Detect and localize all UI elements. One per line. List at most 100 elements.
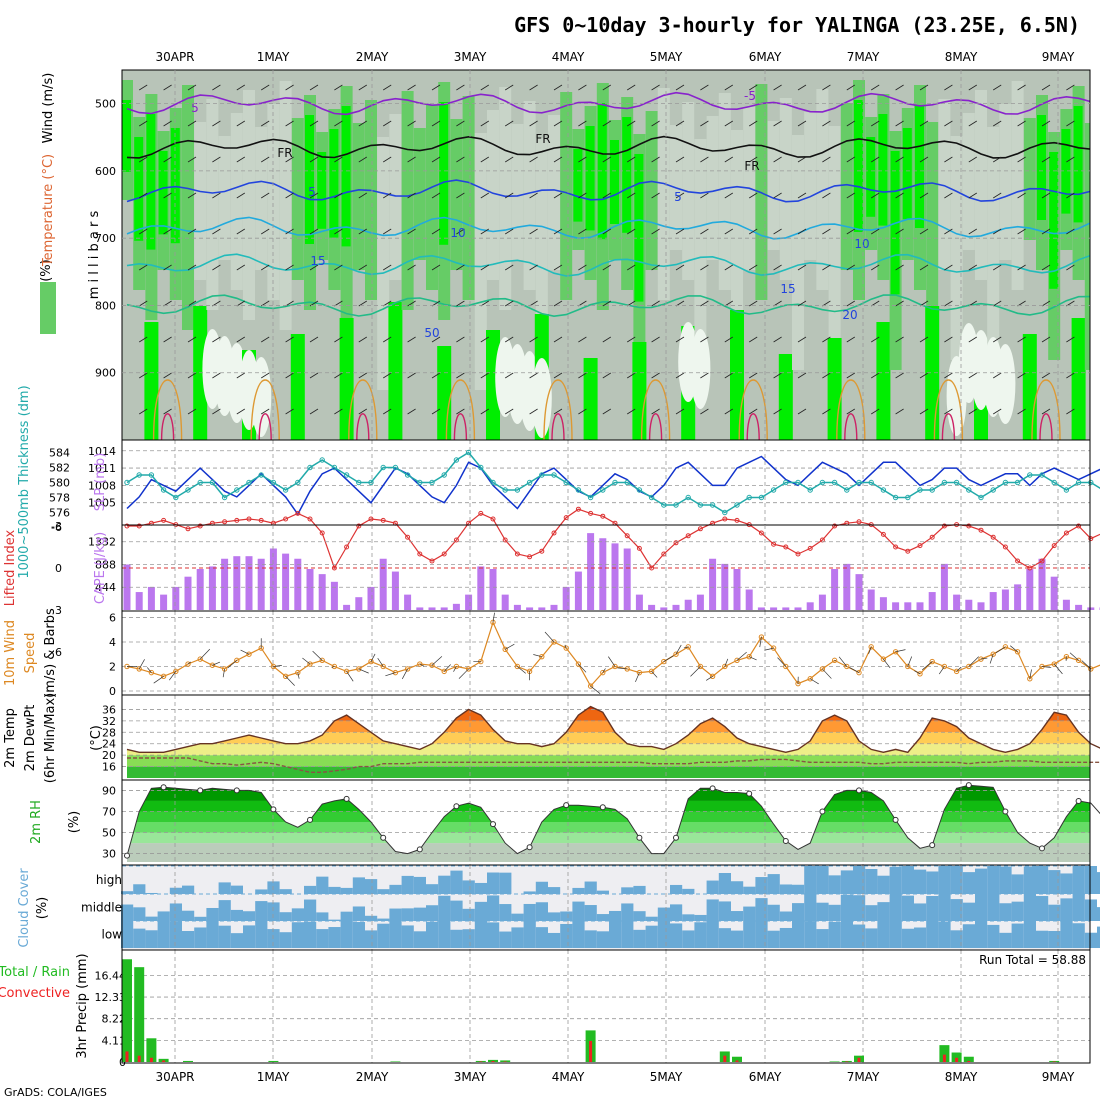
wind-barb	[480, 408, 490, 415]
wind-speed-point	[404, 666, 411, 672]
wind-barb	[992, 300, 1002, 307]
cape-bar	[648, 604, 656, 610]
cloud-cell	[462, 908, 475, 921]
wind-barb	[504, 192, 514, 199]
wind-barb	[675, 644, 682, 655]
cloud-cell	[474, 882, 487, 894]
warm-contour	[738, 379, 768, 440]
cloud-cell	[474, 901, 487, 921]
rh-cell-low	[339, 318, 354, 440]
wind-speed-line	[126, 620, 1100, 688]
wind-barb	[919, 228, 929, 235]
rh-fill	[127, 785, 1090, 862]
warm-contour	[1031, 379, 1061, 440]
rh-cell	[523, 101, 536, 290]
panel-axis-label: Cloud Cover	[17, 868, 32, 948]
temp-band	[127, 720, 1090, 733]
cape-bar	[611, 543, 619, 610]
cape-bar	[916, 602, 924, 610]
panel-axis-label: 2m Temp	[3, 708, 18, 768]
tick-label: 3	[55, 604, 62, 617]
wind-barb	[706, 675, 713, 681]
lifted-index-point	[893, 544, 899, 550]
wind-barb	[309, 84, 319, 91]
wind-speed-point	[136, 666, 142, 672]
wind-barb	[1091, 85, 1099, 90]
cloud-cell	[401, 925, 414, 948]
cloud-cell	[1060, 921, 1073, 948]
lifted-index-point	[1063, 530, 1069, 536]
wind-speed-point	[1027, 676, 1033, 682]
tick-label: 0	[109, 685, 116, 698]
wind-barb	[651, 300, 660, 307]
wind-barb	[222, 668, 225, 678]
wind-barb	[1066, 336, 1075, 343]
thickness-point	[783, 479, 789, 486]
cloud-cell	[1048, 870, 1061, 894]
wind-barb	[431, 84, 441, 91]
cloud-cell	[535, 902, 548, 921]
thickness-point	[392, 464, 399, 471]
tick-label: 1011	[88, 462, 116, 475]
wind-barb	[273, 665, 282, 667]
thickness-point	[880, 487, 887, 493]
rh-cell	[950, 136, 963, 360]
thickness-point	[429, 479, 435, 486]
lifted-index-point	[453, 537, 459, 543]
date-label-bottom: 30APR	[155, 1070, 194, 1084]
wind-barb	[700, 264, 709, 271]
wind-barb	[236, 156, 246, 163]
lifted-index-point	[1088, 536, 1094, 542]
cloud-cell	[511, 927, 524, 948]
wind-barb	[1041, 300, 1051, 307]
wind-barb	[334, 156, 343, 163]
precip-convective-bar	[479, 1061, 483, 1062]
cloud-cell	[1072, 923, 1085, 948]
wind-barb	[651, 264, 660, 271]
precip-convective-label: Convective	[0, 986, 70, 1001]
thickness-point	[587, 494, 594, 501]
wind-barb	[480, 264, 490, 271]
wind-barb	[724, 264, 734, 271]
wind-barb	[822, 264, 831, 271]
rh-cell	[511, 124, 524, 260]
lifted-index-point	[697, 526, 703, 532]
wind-barb	[968, 84, 978, 91]
cloud-cell	[657, 907, 670, 921]
rh-point	[1002, 808, 1009, 815]
wind-barb	[504, 84, 514, 91]
wind-speed-point	[380, 663, 386, 670]
wind-barb	[602, 264, 612, 271]
cloud-cell	[840, 921, 853, 948]
wind-barb	[944, 264, 953, 271]
wind-barb	[968, 336, 978, 343]
rh-point	[673, 834, 679, 841]
warm-contour	[640, 379, 671, 440]
chart-title: GFS 0~10day 3-hourly for YALINGA (23.25E…	[514, 13, 1080, 37]
cloud-cell	[328, 919, 341, 921]
temp-band	[127, 766, 1090, 778]
wind-speed-point	[319, 657, 325, 664]
wind-barb	[138, 156, 148, 163]
wind-barb	[505, 643, 515, 650]
wind-speed-point	[868, 644, 874, 650]
cloud-cell	[633, 885, 646, 894]
cloud-cell	[962, 872, 975, 894]
cloud-cell	[255, 921, 268, 948]
wind-barb	[1041, 666, 1052, 668]
lifted-index-point	[795, 551, 801, 557]
cape-bar	[282, 553, 290, 610]
warm-contour	[250, 379, 280, 440]
wind-barb	[919, 120, 929, 127]
rh-point	[307, 816, 313, 823]
wind-barb	[334, 120, 343, 127]
wind-barb	[797, 192, 807, 199]
cape-bar	[306, 569, 314, 610]
wind-barb	[285, 264, 294, 271]
wind-barb	[212, 228, 221, 235]
wind-barb	[358, 84, 368, 91]
rh-cell	[182, 85, 194, 330]
date-label-top: 1MAY	[257, 50, 290, 64]
cloud-cell	[889, 866, 902, 894]
isotherm-line	[126, 253, 1090, 277]
